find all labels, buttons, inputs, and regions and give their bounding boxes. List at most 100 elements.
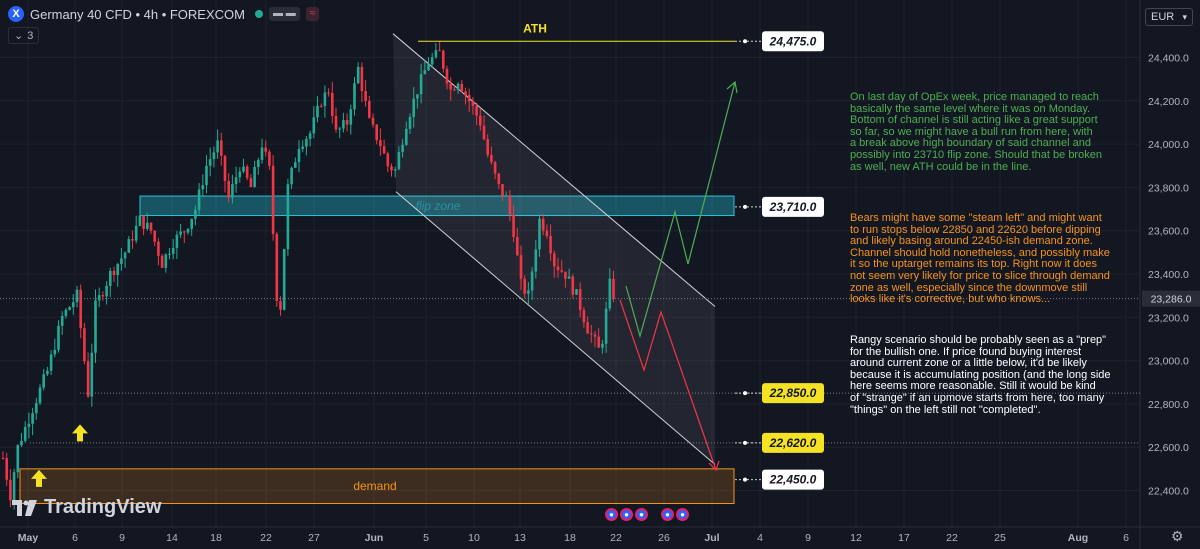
candle-body	[323, 92, 327, 107]
candle-body	[449, 83, 452, 90]
candle-body	[349, 109, 353, 125]
candle-body	[578, 289, 582, 311]
candle-body	[1, 458, 5, 460]
level-callout-label: 24,475.0	[769, 34, 817, 48]
settings-icon[interactable]: ⚙	[1171, 528, 1184, 544]
candle-body	[586, 322, 589, 334]
candle-body	[234, 177, 238, 185]
candle-body	[171, 247, 175, 254]
event-icon[interactable]: ●	[661, 508, 674, 521]
currency-select[interactable]: EUR ▾	[1145, 8, 1193, 26]
candle-body	[405, 128, 408, 145]
level-dot	[743, 39, 747, 44]
candle-body	[142, 215, 145, 229]
candle-body	[523, 278, 526, 294]
candle-body	[360, 66, 364, 92]
candle-body	[434, 50, 438, 58]
candle-body	[460, 83, 464, 92]
level-dot	[743, 391, 747, 396]
candle-body	[453, 89, 456, 91]
tradingview-logo[interactable]: TradingView	[12, 496, 161, 519]
candle-body	[42, 374, 45, 388]
candle-body	[342, 120, 345, 129]
economic-events[interactable]: ● ● ●	[605, 508, 648, 521]
event-icon[interactable]: ●	[620, 508, 633, 521]
candle-body	[23, 426, 27, 441]
candle-body	[38, 387, 42, 404]
price-axis-tick: 24,400.0	[1148, 53, 1189, 65]
candle-body	[545, 230, 549, 237]
candle-body	[20, 440, 23, 446]
level-callout-label: 22,850.0	[769, 386, 817, 400]
candle-body	[86, 361, 90, 397]
event-icon[interactable]: ●	[605, 508, 618, 521]
candle-body	[53, 349, 57, 355]
candle-body	[371, 117, 375, 125]
candle-body	[186, 228, 190, 233]
bullish-scenario-path[interactable]	[625, 81, 736, 339]
price-axis-tick: 22,800.0	[1148, 399, 1189, 411]
candle-body	[75, 289, 79, 303]
time-axis-tick: 14	[166, 532, 178, 544]
candle-body	[90, 352, 94, 397]
candle-body	[286, 184, 290, 250]
candle-body	[46, 370, 49, 375]
symbol-title[interactable]: Germany 40 CFD • 4h • FOREXCOM	[30, 6, 245, 22]
candle-body	[290, 167, 293, 185]
chevron-down-icon: ⌄	[14, 30, 24, 42]
candle-body	[253, 166, 256, 188]
candle-body	[216, 140, 219, 153]
candle-body	[442, 50, 445, 69]
candle-body	[416, 94, 419, 99]
candle-body	[368, 101, 371, 118]
time-axis-tick: 6	[72, 532, 78, 544]
candle-body	[482, 125, 486, 140]
chevron-down-icon: ▾	[1182, 11, 1187, 22]
channel-lower-line[interactable]	[395, 191, 716, 465]
time-axis-tick: 22	[260, 532, 272, 544]
time-axis-tick: 9	[805, 532, 811, 544]
bullish-arrow-head	[726, 80, 738, 94]
demand-zone[interactable]	[19, 468, 735, 504]
candle-body	[208, 159, 212, 166]
level-callout-box[interactable]	[762, 432, 824, 453]
candle-body	[220, 140, 223, 156]
time-axis-tick: 22	[610, 532, 622, 544]
candle-body	[179, 231, 182, 235]
candle-body	[27, 423, 31, 427]
price-axis-tick: 22,600.0	[1148, 442, 1189, 454]
indicators-toggle[interactable]: ⌄ 3	[8, 27, 40, 44]
candle-body	[194, 209, 197, 219]
level-callout-box[interactable]	[762, 469, 824, 490]
candle-body	[260, 147, 264, 160]
bearish-note: Bears might have some "steam left" and m…	[850, 212, 1110, 306]
time-axis-tick: 22	[946, 532, 958, 544]
level-callout-label: 23,710.0	[769, 200, 817, 214]
candle-body	[467, 94, 471, 102]
range-note: Rangy scenario should be probably seen a…	[850, 334, 1111, 416]
candle-body	[345, 120, 349, 125]
economic-events-2[interactable]: ● ●	[661, 508, 689, 521]
event-icon[interactable]: ●	[676, 508, 689, 521]
level-callout-box[interactable]	[762, 383, 824, 404]
candle-body	[197, 189, 201, 210]
level-callout-box[interactable]	[762, 31, 824, 52]
candle-body	[294, 162, 297, 168]
delay-badge[interactable]: ≈	[305, 7, 320, 21]
candle-body	[427, 64, 430, 71]
candle-body	[242, 166, 245, 172]
candle-body	[379, 140, 382, 147]
candle-body	[508, 195, 512, 215]
candle-body	[190, 218, 193, 229]
level-callout-label: 22,450.0	[769, 473, 817, 487]
data-badge[interactable]: ▬ ▬	[268, 7, 300, 21]
candle-body	[112, 270, 116, 275]
currency-label: EUR	[1151, 11, 1175, 23]
event-icon[interactable]: ●	[635, 508, 648, 521]
price-axis-tick: 23,000.0	[1148, 356, 1189, 368]
bearish-scenario-path[interactable]	[619, 299, 717, 471]
level-callout-box[interactable]	[762, 196, 824, 217]
candle-body	[245, 166, 249, 178]
candle-body	[493, 162, 497, 174]
